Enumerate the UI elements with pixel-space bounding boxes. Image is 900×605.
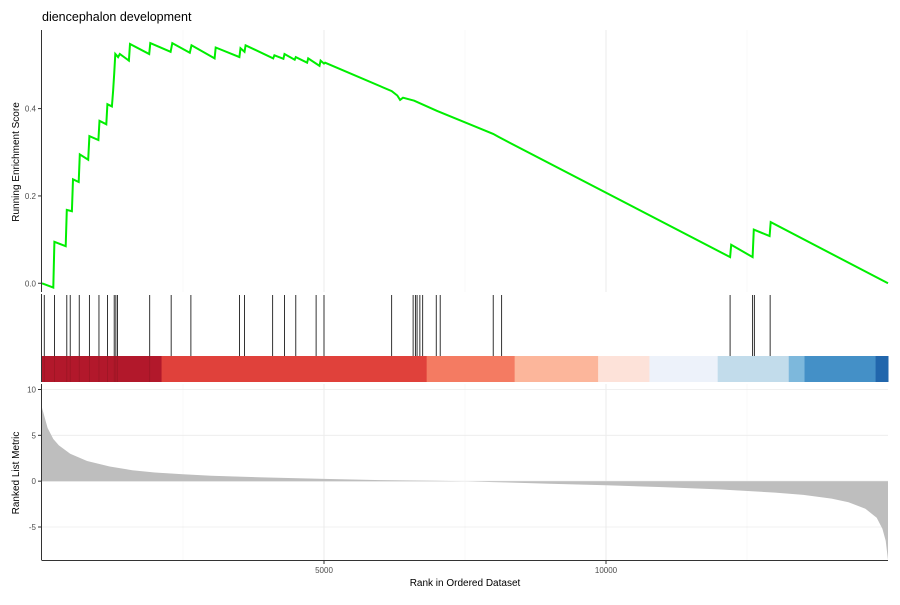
ranked-list-metric-area [42,407,888,560]
score-y-tick-label: 0.0 [25,279,37,288]
color-bar-segment [514,356,599,382]
running-enrichment-score-line [41,41,889,290]
score-y-tick-label: 0.4 [25,105,37,114]
running-score-y-axis-label: Running Enrichment Score [11,102,22,222]
metric-panel-axes: 10 5 0 -5 [27,384,888,561]
x-axis-label: Rank in Ordered Dataset [410,578,521,589]
gene-hit-markers [43,295,771,356]
color-bar-segment [804,356,877,382]
metric-y-tick-label: 0 [32,477,37,486]
metric-y-tick-label: 5 [32,431,37,440]
color-bar-segment [788,356,806,382]
color-bar-segment [42,356,163,382]
metric-panel-gridlines [42,384,888,560]
x-axis-ticks: 5000 10000 [315,560,618,575]
color-bar-segment [649,356,719,382]
score-y-tick-label: 0.2 [25,192,37,201]
metric-y-tick-label: 10 [27,386,36,395]
rank-color-bar [42,356,889,382]
color-bar-segment [717,356,790,382]
chart-title: diencephalon development [42,10,192,24]
color-bar-segment [598,356,650,382]
x-tick-label: 10000 [595,566,618,575]
score-panel-gridlines [182,30,748,292]
metric-y-tick-label: -5 [29,523,37,532]
score-panel-axes: 0.0 0.2 0.4 [25,30,42,292]
x-tick-label: 5000 [315,566,333,575]
color-bar-segment [426,356,516,382]
color-bar-segment [875,356,889,382]
ranked-metric-y-axis-label: Ranked List Metric [11,432,22,515]
color-bar-segment [161,356,428,382]
